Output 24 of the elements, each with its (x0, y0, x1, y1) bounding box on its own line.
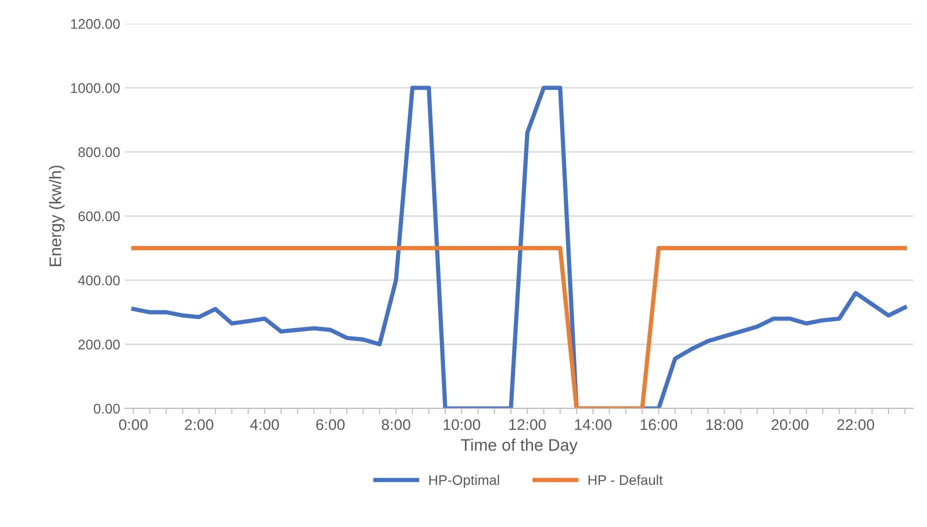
legend-label: HP-Optimal (429, 474, 500, 488)
x-tick-label: 14:00 (575, 419, 612, 430)
x-tick-label: 16:00 (640, 419, 678, 430)
x-tick-label: 10:00 (444, 419, 480, 430)
line-series (131, 86, 907, 408)
y-axis-title: Energy (kw/h) (48, 166, 65, 266)
legend-label: HP - Default (588, 474, 663, 485)
y-tick-label: 1200.00 (71, 19, 120, 29)
y-tick-label: 0.00 (94, 404, 120, 414)
x-tick-label: 20:00 (772, 419, 808, 430)
y-tick-label: 600.00 (78, 211, 120, 222)
x-tick-label: 0:00 (119, 419, 148, 430)
x-tick-label: 8:00 (382, 419, 410, 430)
x-tick-label: 12:00 (509, 419, 546, 430)
y-tick-label: 200.00 (78, 340, 120, 350)
x-axis-title: Time of the Day (460, 438, 578, 454)
x-tick-label: 22:00 (837, 419, 874, 430)
y-tick-label: 400.00 (78, 276, 120, 286)
x-tick-label: 4:00 (250, 419, 279, 430)
y-tick-label: 800.00 (78, 147, 120, 158)
y-tick-label: 1000.00 (71, 83, 120, 94)
x-tick-label: 6:00 (316, 419, 345, 430)
x-tick-label: 2:00 (184, 419, 214, 430)
x-tick-label: 18:00 (706, 419, 743, 430)
